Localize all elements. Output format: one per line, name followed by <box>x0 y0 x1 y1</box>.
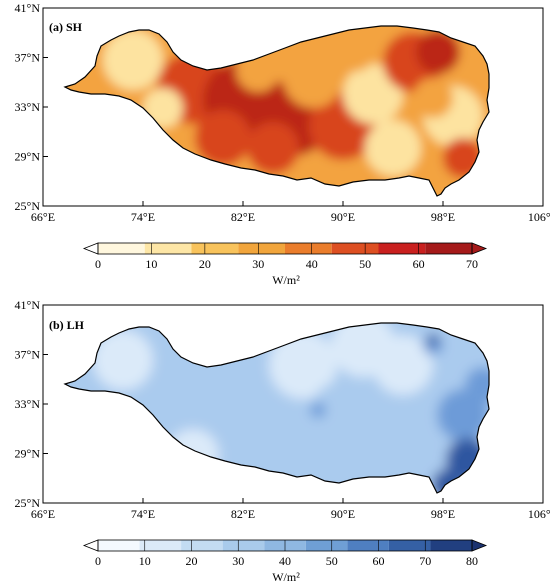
colorbar-bin <box>285 243 332 254</box>
x-tick-label: 66°E <box>31 507 55 521</box>
colorbar-under-arrow <box>82 242 99 255</box>
colorbar-bin <box>347 540 389 551</box>
colorbar-bin <box>238 243 285 254</box>
field-blob <box>247 122 299 174</box>
x-axis-ticks: 66°E 74°E 82°E 90°E 98°E 106°E <box>31 201 550 224</box>
x-tick-label: 98°E <box>431 210 455 224</box>
x-axis-ticks: 66°E 74°E 82°E 90°E 98°E 106°E <box>31 498 550 521</box>
colorbar: 0 10 20 30 40 50 60 70 <box>82 242 488 271</box>
colorbar-bin <box>378 243 426 254</box>
x-tick-label: 74°E <box>131 210 155 224</box>
colorbar-bin <box>98 540 140 551</box>
field-blob <box>309 381 377 449</box>
colorbar-label: 0 <box>95 257 101 271</box>
y-tick-label: 33°N <box>15 100 41 114</box>
colorbar-bin <box>430 540 472 551</box>
colorbar-over-arrow <box>471 539 488 552</box>
y-axis-ticks: 41°N 37°N 33°N 29°N 25°N <box>15 1 48 213</box>
y-tick-label: 29°N <box>15 150 41 164</box>
y-tick-label: 41°N <box>15 298 41 312</box>
colorbar-bin <box>388 540 431 551</box>
field-blob <box>437 389 489 441</box>
x-tick-label: 106°E <box>528 210 550 224</box>
colorbar-unit: W/m² <box>272 273 300 287</box>
colorbar-label: 20 <box>186 554 198 568</box>
field-blob <box>269 331 337 399</box>
colorbar-bin <box>331 243 379 254</box>
x-tick-label: 66°E <box>31 210 55 224</box>
colorbar-bin <box>98 243 145 254</box>
field-blob <box>465 367 489 403</box>
colorbar-label: 60 <box>413 257 425 271</box>
y-tick-label: 25°N <box>15 496 41 510</box>
colorbar-label: 70 <box>466 257 478 271</box>
colorbar-label: 20 <box>199 257 211 271</box>
field-blob <box>329 26 377 72</box>
colorbar-label: 80 <box>466 554 478 568</box>
colorbar-bin <box>181 540 223 551</box>
colorbar-label: 40 <box>306 257 318 271</box>
x-tick-label: 82°E <box>231 210 255 224</box>
colorbar-label: 50 <box>359 257 371 271</box>
y-tick-label: 25°N <box>15 199 41 213</box>
colorbar-label: 50 <box>326 554 338 568</box>
colorbar-label: 10 <box>139 554 151 568</box>
panel-sensible-heat: (a) SH 66°E 74°E 82°E 90°E 98°E 106°E 41°N 37°… <box>15 1 550 287</box>
y-tick-label: 41°N <box>15 1 41 15</box>
plateau-boundary <box>63 322 490 494</box>
colorbar-label: 60 <box>373 554 385 568</box>
field-blob <box>310 402 326 418</box>
colorbar: 0 10 20 30 40 50 60 70 80 <box>82 539 488 568</box>
x-tick-label: 90°E <box>331 210 355 224</box>
field-blob <box>205 347 281 423</box>
colorbar-bin <box>191 243 239 254</box>
field-blob <box>427 334 439 346</box>
field-blob <box>283 48 343 108</box>
field-blob <box>413 78 453 118</box>
colorbar-bin <box>144 243 192 254</box>
field-blob <box>373 335 433 395</box>
panel-title: (b) LH <box>49 318 85 332</box>
colorbar-bin <box>222 540 265 551</box>
colorbar-bin <box>425 243 472 254</box>
x-tick-label: 90°E <box>331 507 355 521</box>
field-blob <box>365 427 421 483</box>
field-blob <box>365 120 421 176</box>
colorbar-under-arrow <box>82 539 99 552</box>
field-blob <box>343 64 403 124</box>
x-tick-label: 98°E <box>431 507 455 521</box>
colorbar-label: 40 <box>279 554 291 568</box>
field-blob <box>416 30 460 74</box>
y-tick-label: 37°N <box>15 348 41 362</box>
y-tick-label: 37°N <box>15 51 41 65</box>
x-tick-label: 82°E <box>231 507 255 521</box>
field-blob <box>195 110 251 166</box>
colorbar-bin <box>139 540 182 551</box>
field-blob <box>93 330 153 390</box>
panel-title: (a) SH <box>49 20 83 34</box>
x-tick-label: 74°E <box>131 507 155 521</box>
colorbar-label: 70 <box>419 554 431 568</box>
colorbar-bin <box>305 540 348 551</box>
colorbar-unit: W/m² <box>272 570 300 584</box>
colorbar-over-arrow <box>471 242 488 255</box>
colorbar-label: 30 <box>252 257 264 271</box>
colorbar-label: 0 <box>95 554 101 568</box>
plateau-boundary <box>63 25 490 197</box>
y-axis-ticks: 41°N 37°N 33°N 29°N 25°N <box>15 298 48 510</box>
field-blob <box>253 415 313 475</box>
x-tick-label: 106°E <box>528 507 550 521</box>
panel-latent-heat: (b) LH 66°E 74°E 82°E 90°E 98°E 106°E 41°N 37°… <box>15 298 550 584</box>
y-tick-label: 29°N <box>15 447 41 461</box>
field-blob <box>163 385 223 445</box>
colorbar-label: 30 <box>232 554 244 568</box>
y-tick-label: 33°N <box>15 397 41 411</box>
colorbar-label: 10 <box>145 257 157 271</box>
field-blob <box>103 30 163 90</box>
